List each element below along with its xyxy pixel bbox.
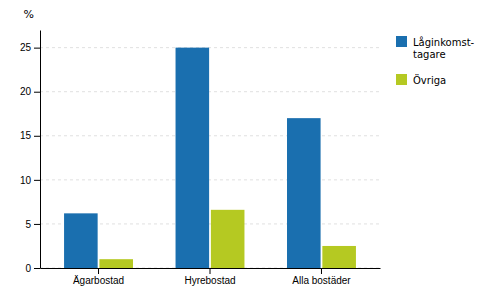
- x-tick-mark: [210, 268, 211, 274]
- grid-line: [40, 47, 380, 48]
- y-tick-label: 5: [25, 219, 31, 230]
- bar: [211, 210, 245, 268]
- x-tick: Alla bostäder: [292, 268, 351, 286]
- legend-item: Övriga: [396, 74, 446, 86]
- chart-container: Ägarbostad Hyrebostad Alla bostäder 0 5 10 15 2…: [0, 0, 495, 300]
- y-tick-label: 0: [25, 263, 31, 274]
- y-axis: 0 5 10 15 20 25: [20, 31, 41, 274]
- chart-svg: Ägarbostad Hyrebostad Alla bostäder 0 5 10 15 2…: [0, 0, 495, 300]
- y-tick-mark: [34, 136, 40, 137]
- x-tick-mark: [98, 268, 99, 274]
- grid: [40, 48, 380, 268]
- legend-swatch: [396, 36, 407, 47]
- y-axis-title: %: [24, 8, 34, 21]
- y-tick-mark: [34, 48, 40, 49]
- x-tick: Ägarbostad: [73, 268, 124, 286]
- y-tick-label: 15: [20, 130, 32, 141]
- y-tick-label: 25: [20, 42, 32, 53]
- grid-line: [40, 135, 380, 136]
- legend-label: Övriga: [413, 74, 446, 86]
- y-tick-label: 20: [20, 86, 32, 97]
- y-tick-mark: [34, 224, 40, 225]
- plot: Ägarbostad Hyrebostad Alla bostäder 0 5 10 15 2…: [20, 8, 381, 286]
- x-tick-label: Hyrebostad: [184, 275, 235, 286]
- x-tick-label: Ägarbostad: [73, 275, 124, 286]
- y-axis-line: [40, 31, 41, 269]
- legend-swatch: [396, 74, 407, 85]
- bar: [99, 259, 133, 268]
- y-tick-mark: [34, 180, 40, 181]
- bar: [176, 48, 210, 268]
- y-tick: 5: [25, 219, 40, 230]
- x-tick-mark: [321, 268, 322, 274]
- bar: [64, 213, 98, 268]
- y-tick: 10: [20, 175, 40, 186]
- bar: [322, 246, 356, 268]
- y-tick-mark: [34, 268, 40, 269]
- grid-line: [40, 179, 380, 180]
- y-tick-label: 10: [20, 175, 32, 186]
- bars: [64, 48, 356, 268]
- y-tick: 20: [20, 86, 40, 97]
- y-tick: 15: [20, 130, 40, 141]
- legend-label: Låginkomst-tagare: [413, 36, 475, 60]
- legend-item: Låginkomst-tagare: [396, 36, 475, 60]
- bar-series: [99, 210, 356, 268]
- y-tick: 0: [25, 263, 40, 274]
- legend: Låginkomst-tagare Övriga: [396, 36, 475, 86]
- bar-series: [64, 48, 321, 268]
- grid-line: [40, 91, 380, 92]
- y-tick: 25: [20, 42, 40, 53]
- x-tick: Hyrebostad: [184, 268, 235, 286]
- x-axis: Ägarbostad Hyrebostad Alla bostäder: [41, 268, 381, 286]
- y-tick-mark: [34, 92, 40, 93]
- x-tick-label: Alla bostäder: [292, 275, 351, 286]
- bar: [287, 118, 321, 268]
